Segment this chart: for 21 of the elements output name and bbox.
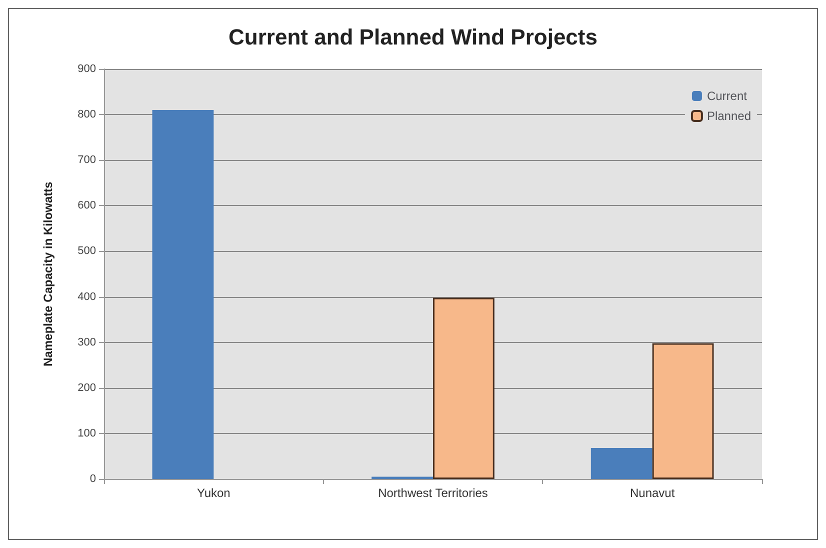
bar — [652, 343, 714, 479]
y-tick-label: 500 — [78, 245, 96, 258]
x-tick-label: Yukon — [196, 486, 230, 500]
y-axis-title: Nameplate Capacity in Kilowatts — [41, 181, 55, 366]
x-tick-label: Nunavut — [630, 486, 676, 500]
chart-title: Current and Planned Wind Projects — [228, 24, 598, 50]
y-tick-label: 200 — [78, 382, 96, 394]
y-tick-label: 900 — [78, 63, 96, 75]
bar — [433, 298, 494, 479]
legend-label: Planned — [706, 109, 752, 123]
y-tick-label: 300 — [78, 336, 96, 348]
y-tick-label: 0 — [90, 473, 96, 485]
y-tick-label: 400 — [78, 290, 96, 303]
y-tick-label: 700 — [78, 154, 96, 166]
y-tick-label: 800 — [78, 108, 96, 121]
bar — [590, 448, 652, 479]
legend-label: Current — [706, 89, 748, 103]
bar — [152, 110, 214, 479]
y-tick-label: 600 — [78, 200, 96, 212]
x-tick-label: Northwest Territories — [378, 486, 488, 500]
y-tick-label: 100 — [78, 427, 96, 440]
